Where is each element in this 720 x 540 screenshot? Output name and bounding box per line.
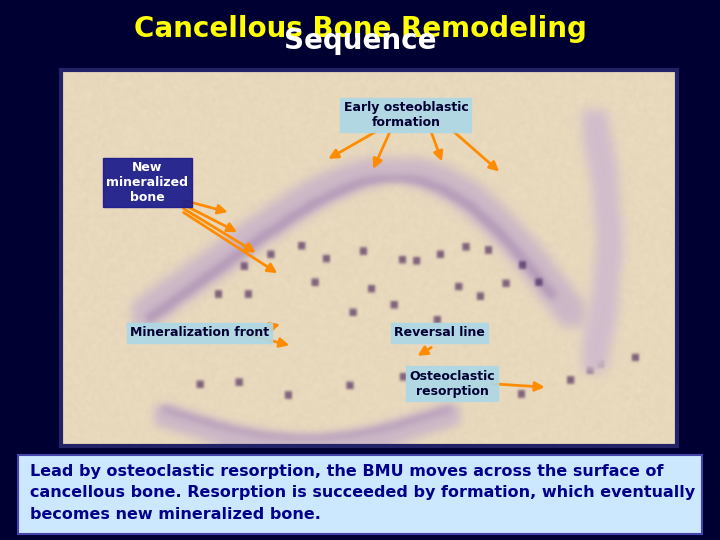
Text: Osteoclastic
resorption: Osteoclastic resorption — [409, 369, 495, 397]
Text: Sequence: Sequence — [284, 27, 436, 55]
Text: Mineralization front: Mineralization front — [130, 326, 269, 340]
Text: Reversal line: Reversal line — [395, 326, 485, 340]
Text: Cancellous Bone Remodeling: Cancellous Bone Remodeling — [134, 16, 586, 43]
Text: Early osteoblastic
formation: Early osteoblastic formation — [343, 101, 468, 129]
Text: New
mineralized
bone: New mineralized bone — [107, 161, 189, 204]
Text: Lead by osteoclastic resorption, the BMU moves across the surface of
cancellous : Lead by osteoclastic resorption, the BMU… — [30, 464, 696, 522]
